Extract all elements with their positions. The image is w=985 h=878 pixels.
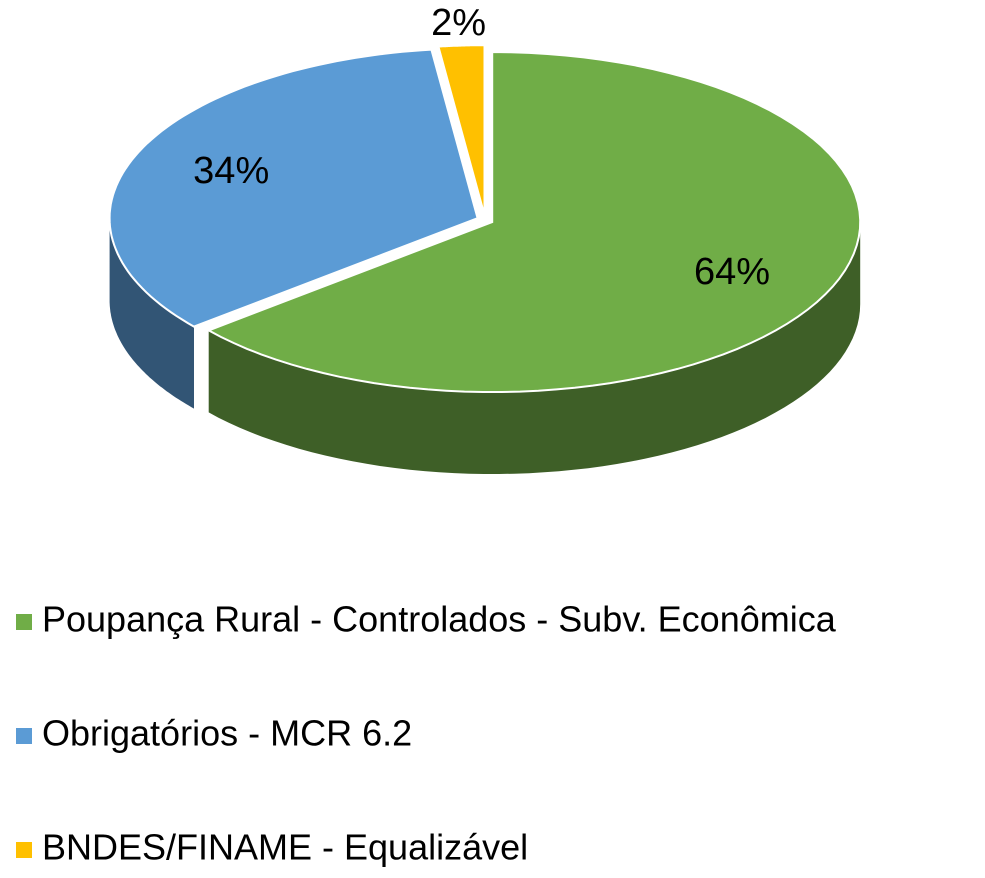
data-label: 34%: [193, 150, 269, 192]
legend-swatch: [16, 728, 32, 744]
legend-label: BNDES/FINAME - Equalizável: [42, 827, 528, 868]
legend-swatch: [16, 842, 32, 858]
legend-label: Poupança Rural - Controlados - Subv. Eco…: [42, 599, 837, 640]
legend-label: Obrigatórios - MCR 6.2: [42, 713, 412, 754]
data-label: 64%: [694, 251, 770, 293]
slice: [437, 44, 486, 216]
slice-side: [109, 218, 194, 409]
legend-swatch: [16, 614, 32, 630]
slice: [206, 50, 862, 393]
data-label: 2%: [431, 2, 486, 44]
slice-side: [208, 222, 861, 474]
slice: [108, 48, 479, 328]
